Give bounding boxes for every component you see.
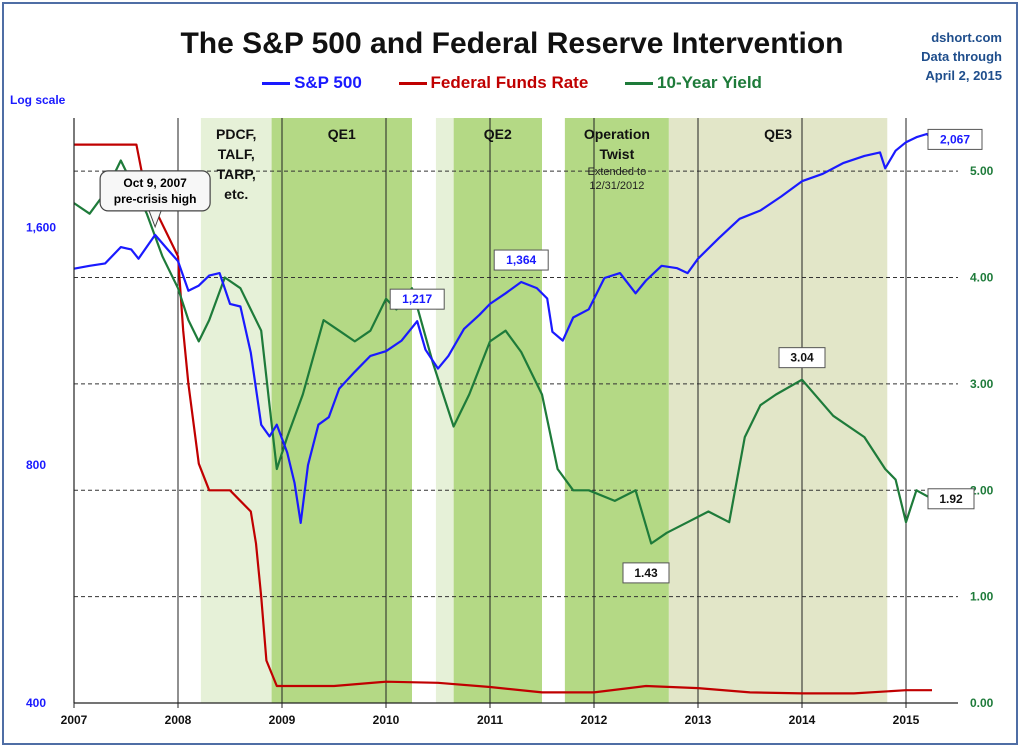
- annotation-text-1: 1,217: [402, 292, 432, 306]
- x-tick-label: 2010: [373, 713, 400, 727]
- band-label-4: QE3: [764, 126, 792, 142]
- annotation-box-4: [778, 347, 826, 369]
- x-tick-label: 2015: [893, 713, 920, 727]
- legend-label-sp500: S&P 500: [294, 73, 362, 92]
- source-note: dshort.com Data through April 2, 2015: [921, 28, 1002, 85]
- x-tick-label: 2008: [165, 713, 192, 727]
- band-sublabel-3: 12/31/2012: [589, 180, 644, 192]
- band-3: [564, 118, 669, 703]
- left-axis-label: Log scale: [10, 93, 66, 107]
- x-tick-label: 2009: [269, 713, 296, 727]
- x-tick-label: 2011: [477, 713, 503, 727]
- annotation-box-3: [927, 128, 983, 150]
- band-label-1: QE1: [328, 126, 356, 142]
- right-tick-label: 4.00: [970, 271, 994, 285]
- band-label-0: TALF,: [218, 146, 255, 162]
- left-tick-label: 800: [26, 458, 46, 472]
- annotation-box-2: [493, 249, 549, 271]
- tick-labels: 400 800 1,600 Log scale 0.00 1.00 2.00 3.00 4.00…: [10, 93, 994, 727]
- annotation-pointer-0: [148, 210, 162, 229]
- annotation-text-2: 1,364: [506, 253, 536, 267]
- band-label-3: Twist: [600, 146, 635, 162]
- band-label-2: QE2: [484, 126, 512, 142]
- left-tick-label: 1,600: [26, 220, 56, 234]
- legend-swatch-sp500: [262, 82, 291, 86]
- band-label-0: TARP,: [217, 166, 256, 182]
- annotation-box-6: [927, 488, 975, 510]
- right-tick-label: 3.00: [970, 377, 994, 391]
- left-tick-label: 400: [26, 696, 46, 710]
- annotation-text-4: 3.04: [790, 351, 814, 365]
- intervention-bands: [200, 118, 888, 703]
- x-tick-label: 2013: [685, 713, 712, 727]
- series-line-2: [73, 159, 933, 545]
- legend-label-fed-funds: Federal Funds Rate: [430, 73, 589, 92]
- series-line-1: [74, 143, 932, 695]
- source-line: Data through: [921, 49, 1002, 64]
- annotation-text-0: Oct 9, 2007: [123, 176, 187, 190]
- annotation-text-5: 1.43: [634, 566, 658, 580]
- axes: [73, 118, 958, 704]
- annotation-text-6: 1.92: [939, 492, 963, 506]
- annotation-box-1: [389, 288, 445, 310]
- x-tick-label: 2012: [581, 713, 608, 727]
- x-tick-label: 2007: [61, 713, 88, 727]
- annotation-text-0: pre-crisis high: [114, 192, 197, 206]
- legend-swatch-fed-funds: [398, 82, 427, 86]
- x-tick-label: 2014: [789, 713, 816, 727]
- band-4: [668, 118, 888, 703]
- right-tick-label: 1.00: [970, 590, 994, 604]
- source-line: dshort.com: [931, 30, 1002, 45]
- band-labels: PDCF, TALF, TARP, etc. QE1 QE2 Operation Twist E…: [216, 126, 792, 202]
- annotation-text-3: 2,067: [940, 132, 970, 146]
- legend-item-sp500: S&P 500: [262, 73, 362, 93]
- band-label-0: PDCF,: [216, 126, 256, 142]
- legend-item-ten-year: 10-Year Yield: [625, 73, 762, 93]
- chart-title: The S&P 500 and Federal Reserve Interven…: [180, 27, 844, 60]
- right-tick-label: 2.00: [970, 483, 994, 497]
- band-sublabel-3: Extended to: [588, 166, 647, 178]
- source-line: April 2, 2015: [925, 68, 1002, 83]
- year-vertical-lines: [177, 118, 907, 703]
- series-lines: [73, 132, 933, 695]
- band-label-0: etc.: [224, 186, 248, 202]
- right-tick-label: 5.00: [970, 164, 994, 178]
- right-tick-label: 0.00: [970, 696, 994, 710]
- band-1: [271, 118, 412, 703]
- series-line-0: [73, 132, 933, 525]
- legend: S&P 500 Federal Funds Rate 10-Year Yield: [0, 73, 1024, 93]
- band-0: [200, 118, 272, 703]
- legend-item-fed-funds: Federal Funds Rate: [398, 73, 589, 93]
- band-label-3: Operation: [584, 126, 650, 142]
- annotation-box-5: [622, 562, 670, 584]
- legend-label-ten-year: 10-Year Yield: [657, 73, 762, 92]
- annotations: Oct 9, 2007 pre-crisis high 1,217 1,364 2,06…: [99, 128, 983, 584]
- band-edge-qe2: [435, 118, 454, 703]
- band-2: [453, 118, 542, 703]
- legend-swatch-ten-year: [625, 82, 654, 86]
